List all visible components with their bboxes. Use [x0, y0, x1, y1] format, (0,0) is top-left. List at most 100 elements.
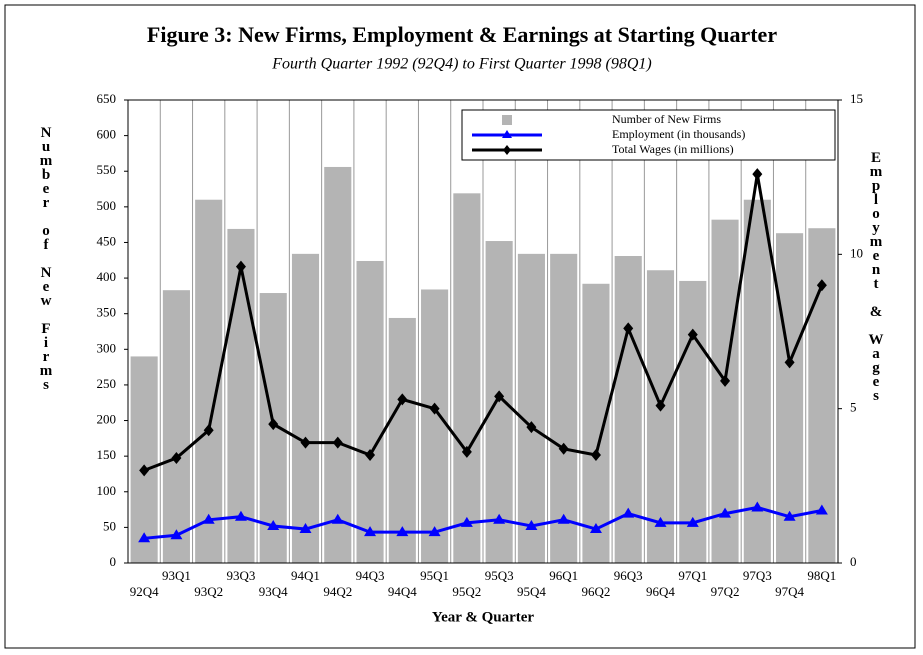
point [138, 532, 151, 543]
x-tick-label: 95Q4 [517, 584, 546, 599]
point [234, 510, 247, 521]
point [815, 504, 828, 515]
bar [711, 219, 739, 563]
y-tick-label: 500 [97, 198, 117, 213]
chart-title: Figure 3: New Firms, Employment & Earnin… [147, 22, 777, 47]
point [558, 442, 569, 455]
point [751, 501, 764, 512]
bar [162, 290, 190, 563]
point [397, 393, 408, 406]
x-tick-label: 96Q4 [646, 584, 675, 599]
y-tick-label: 350 [97, 305, 117, 320]
point [590, 448, 601, 461]
point [267, 519, 280, 530]
frame [4, 4, 916, 649]
x-tick-label: 96Q3 [614, 568, 643, 583]
point [526, 421, 537, 434]
point [171, 452, 182, 465]
point [300, 436, 311, 449]
x-tick-label: 98Q1 [807, 568, 836, 583]
x-tick-label: 95Q2 [452, 584, 481, 599]
x-tick-label: 94Q3 [356, 568, 385, 583]
x-tick-label: 92Q4 [130, 584, 159, 599]
point [332, 436, 343, 449]
y-axis-label: Number of New Firms [38, 125, 54, 391]
legend-label: Number of New Firms [612, 112, 721, 126]
point [428, 526, 441, 537]
point [203, 424, 214, 437]
point [235, 260, 246, 273]
point [494, 390, 505, 403]
point [655, 399, 666, 412]
chart-subtitle: Fourth Quarter 1992 (92Q4) to First Quar… [271, 56, 652, 73]
x-tick-label: 93Q1 [162, 568, 191, 583]
legend-marker [503, 145, 511, 155]
x-tick-label: 97Q4 [775, 584, 804, 599]
legend-swatch [502, 115, 512, 125]
x-tick-label: 96Q1 [549, 568, 578, 583]
line [143, 505, 823, 540]
point [202, 513, 215, 524]
x-tick-label: 95Q3 [485, 568, 514, 583]
x-tick-label: 94Q4 [388, 584, 417, 599]
point [784, 356, 795, 369]
point [331, 513, 344, 524]
y-tick-label: 200 [97, 412, 117, 427]
y-tick-label: 0 [110, 554, 117, 569]
bar [130, 356, 158, 563]
point [816, 279, 827, 292]
point [364, 526, 377, 537]
y2-axis-label: Employment & Wages [868, 150, 884, 402]
y-tick-label: 450 [97, 233, 117, 248]
point [623, 322, 634, 335]
y-tick-label: 250 [97, 376, 117, 391]
bar [646, 270, 675, 563]
point [365, 448, 376, 461]
point [783, 510, 796, 521]
point [460, 516, 473, 527]
bar [679, 280, 707, 563]
legend-label: Total Wages (in millions) [612, 142, 734, 156]
y2-tick-label: 10 [850, 245, 863, 260]
bar [453, 193, 481, 563]
y2-tick-label: 5 [850, 400, 857, 415]
y-tick-label: 150 [97, 447, 117, 462]
bar [776, 233, 804, 563]
x-tick-label: 93Q3 [227, 568, 256, 583]
point [396, 526, 409, 537]
y2-tick-label: 0 [850, 554, 857, 569]
x-tick-label: 94Q1 [291, 568, 320, 583]
y-tick-label: 50 [103, 518, 116, 533]
point [493, 513, 506, 524]
point [622, 507, 635, 518]
point [752, 168, 763, 181]
y-tick-label: 600 [97, 127, 117, 142]
y-tick-label: 300 [97, 340, 117, 355]
point [525, 519, 538, 530]
plot-frame [127, 99, 839, 564]
point [686, 516, 699, 527]
legend-label: Employment (in thousands) [612, 127, 745, 141]
y-tick-label: 400 [97, 269, 117, 284]
bar [356, 260, 384, 563]
y-tick-label: 550 [97, 162, 117, 177]
bar [291, 253, 320, 563]
x-tick-label: 93Q4 [259, 584, 288, 599]
bar [517, 253, 545, 563]
x-tick-label: 97Q1 [678, 568, 707, 583]
x-tick-label: 95Q1 [420, 568, 449, 583]
point [557, 513, 570, 524]
point [461, 445, 472, 458]
line [143, 173, 824, 472]
x-axis-label: Year & Quarter [432, 609, 535, 625]
bar [550, 253, 578, 563]
legend-marker [502, 130, 512, 138]
y2-tick-label: 15 [850, 91, 863, 106]
point [429, 402, 440, 415]
point [654, 516, 667, 527]
bar [227, 228, 255, 564]
point [589, 523, 602, 534]
point [268, 418, 279, 431]
